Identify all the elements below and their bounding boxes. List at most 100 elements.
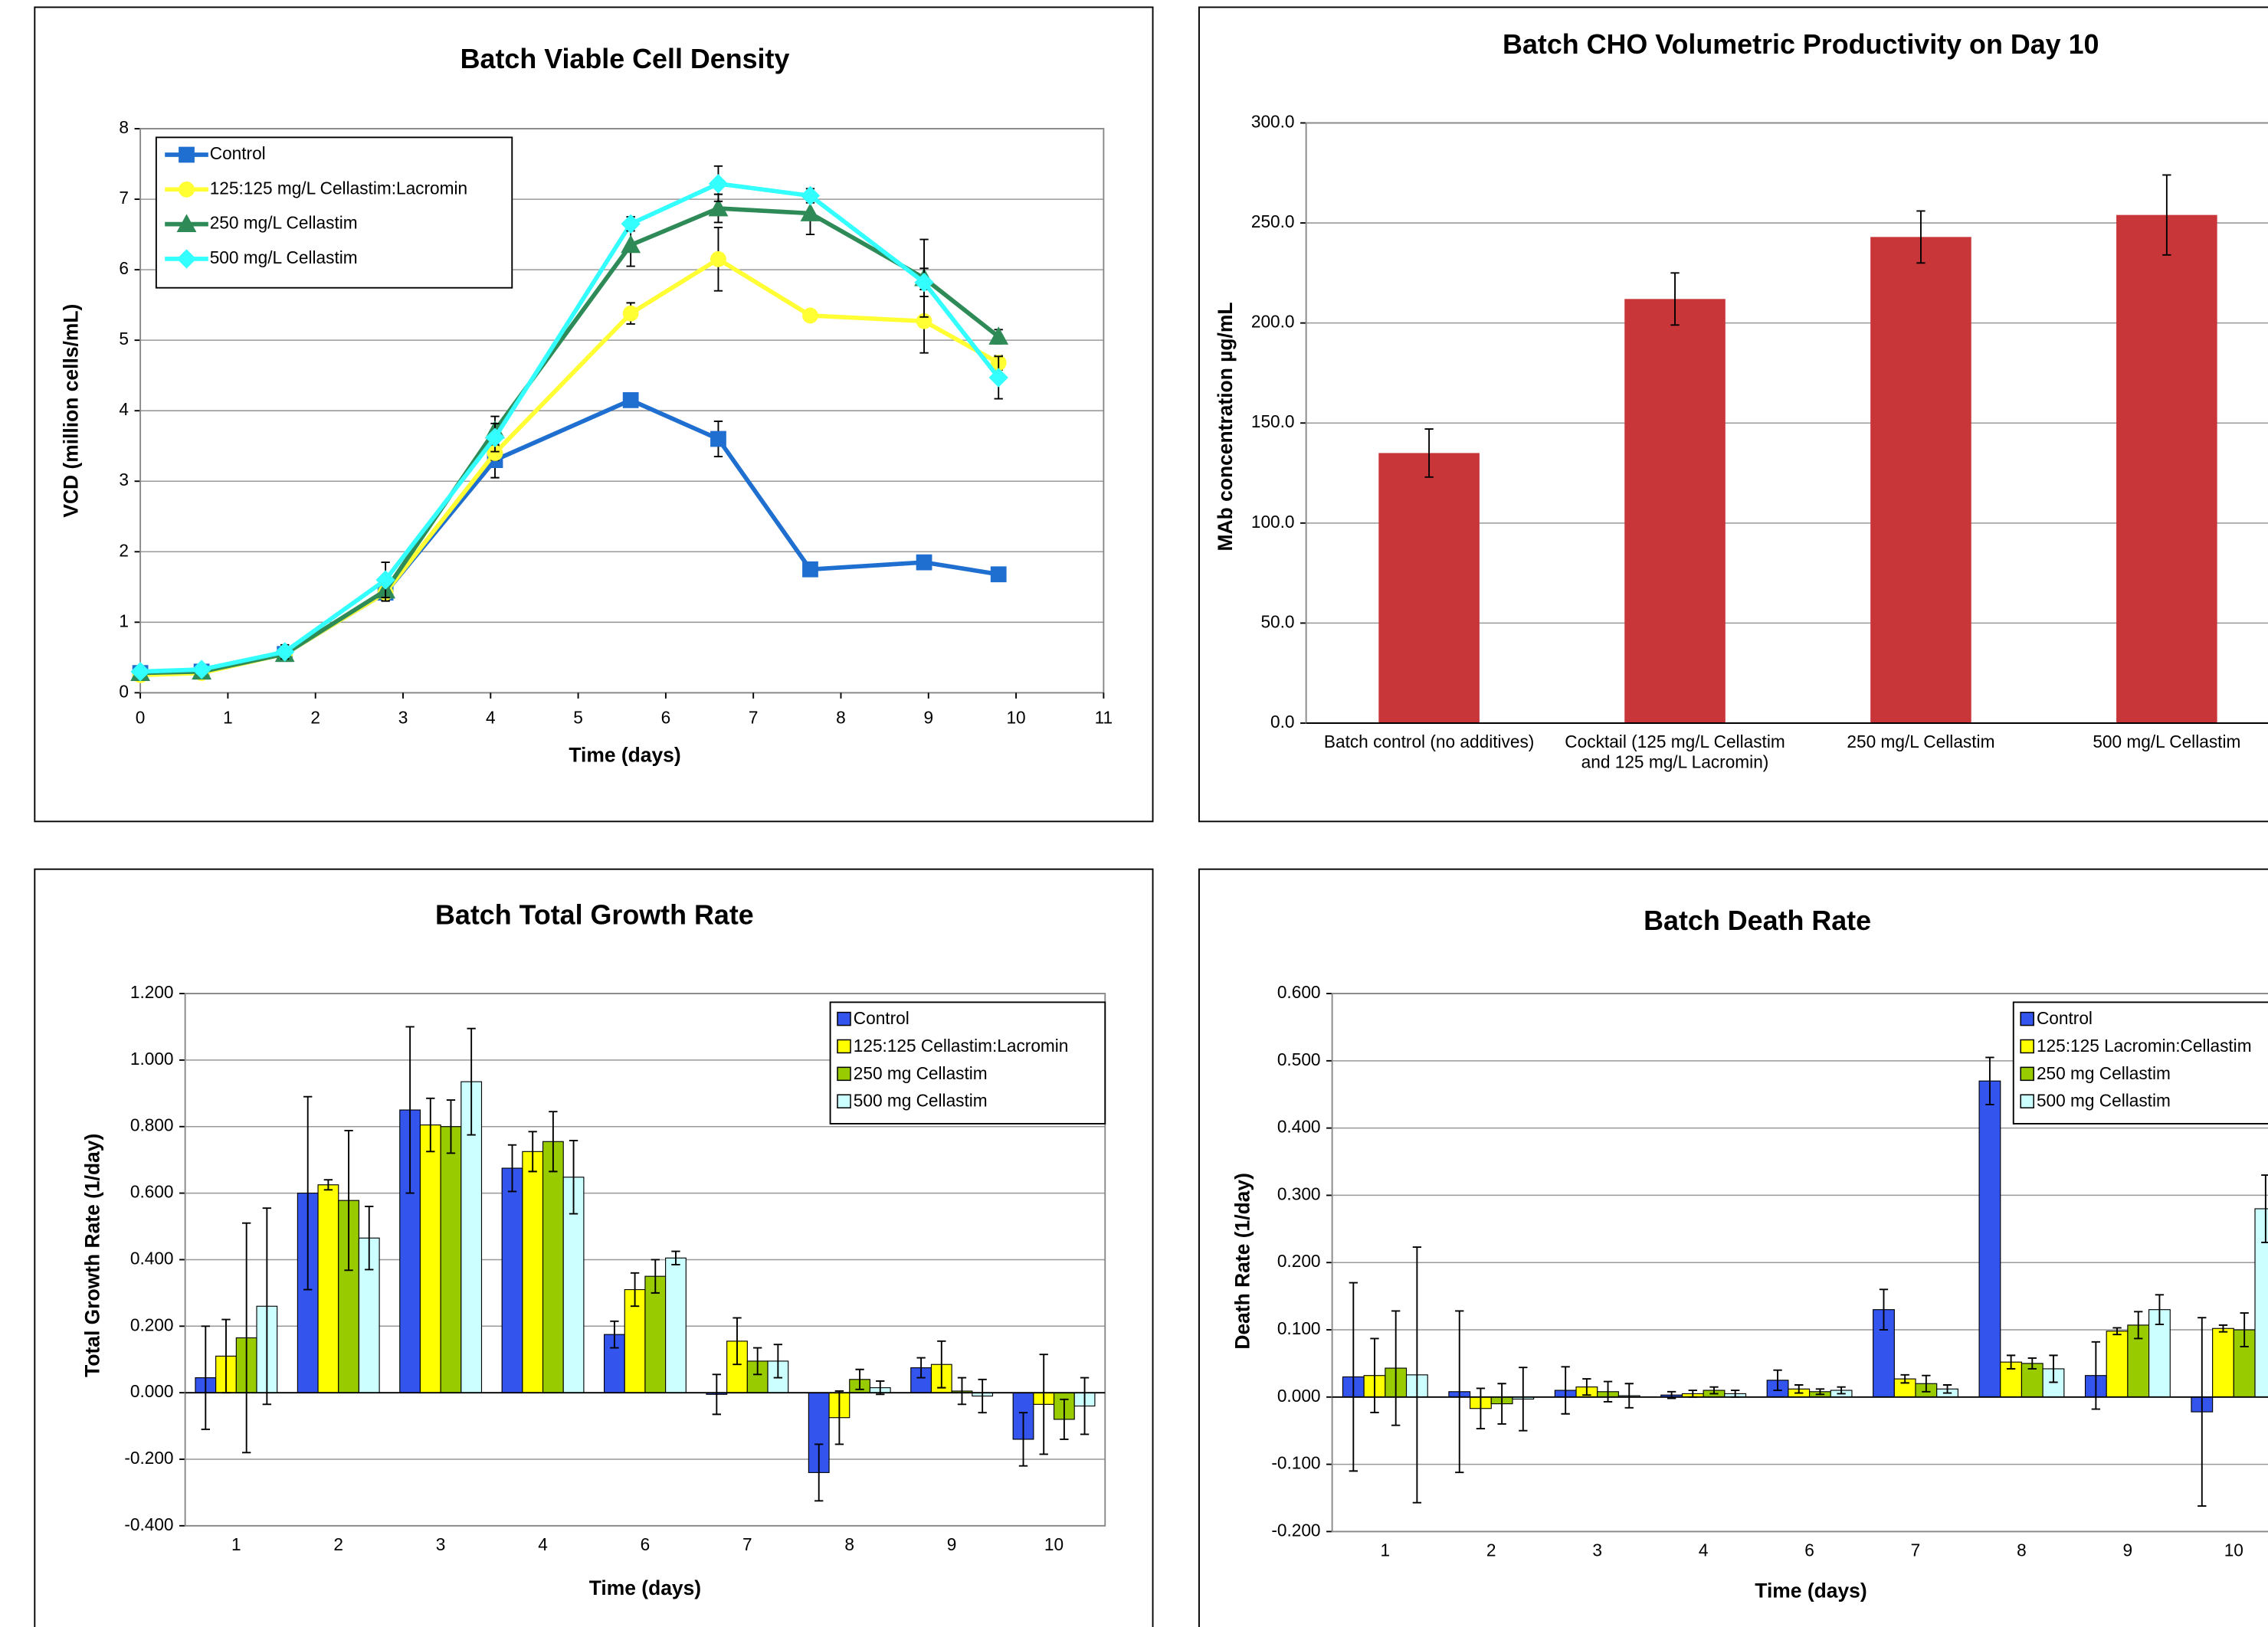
- bar: [2212, 1327, 2234, 1398]
- y-tick-label: 0.000: [1277, 1386, 1321, 1406]
- error-bar: [2198, 1317, 2207, 1507]
- x-tick-label: Batch control (no additives): [1323, 732, 1535, 752]
- error-bar: [1370, 1337, 1379, 1413]
- bar: [2106, 1331, 2129, 1398]
- legend-label: 500 mg/L Cellastim: [210, 247, 358, 267]
- error-bar: [2240, 1312, 2249, 1347]
- marker: [800, 185, 821, 206]
- plot-frame: [184, 993, 1106, 1527]
- x-axis-label: Time (days): [1755, 1580, 1867, 1602]
- y-tick-label: 8: [119, 117, 129, 137]
- x-tick-label-box: 4: [1699, 1540, 1709, 1560]
- x-tick-label: 8: [2017, 1540, 2027, 1561]
- error-bar: [1709, 1386, 1719, 1395]
- x-tick-label: 250 mg/L Cellastim: [1847, 732, 1995, 752]
- y-axis-label: Total Growth Rate (1/day): [81, 1134, 104, 1377]
- legend-box: [155, 136, 513, 289]
- y-tick-label: 0.400: [130, 1248, 174, 1268]
- bar: [1870, 237, 1971, 723]
- x-tick-label: 2: [333, 1534, 344, 1555]
- x-tick-label: 5: [573, 707, 583, 727]
- x-tick-label-box: 1: [1381, 1540, 1391, 1560]
- x-tick-label: 10: [1006, 707, 1025, 727]
- chart-panel: Batch Death Rate Death Rate (1/day) Time (…: [1198, 868, 2268, 1627]
- y-tick-label: 0.100: [1277, 1318, 1321, 1338]
- legend-label: 125:125 mg/L Cellastim:Lacromin: [210, 178, 467, 198]
- legend-swatch: [837, 1094, 851, 1108]
- y-tick-label: 7: [119, 188, 129, 208]
- y-tick-label: -0.400: [124, 1514, 173, 1534]
- y-tick-label: 0.600: [1277, 982, 1321, 1002]
- error-bar: [1942, 1384, 1952, 1394]
- marker: [621, 234, 641, 254]
- plot-frame: [139, 128, 1105, 694]
- x-tick-label: 6: [640, 1534, 651, 1555]
- marker: [708, 198, 729, 217]
- series-line: [140, 181, 1001, 674]
- error-bar: [671, 1250, 680, 1265]
- marker: [988, 326, 1009, 345]
- error-bar: [1519, 1367, 1528, 1432]
- legend-label: 250 mg Cellastim: [854, 1063, 988, 1083]
- error-bar: [1412, 1246, 1422, 1504]
- error-bar: [712, 1373, 721, 1416]
- error-bar: [303, 1095, 313, 1291]
- error-bar: [2049, 1354, 2058, 1383]
- y-tick-label: 6: [119, 258, 129, 278]
- legend-label: 125:125 Lacromin:Cellastim: [2037, 1036, 2252, 1056]
- legend-swatch: [2020, 1039, 2034, 1054]
- legend-swatch: [837, 1039, 851, 1054]
- error-bar: [773, 1344, 783, 1379]
- y-tick-label: 2: [119, 540, 129, 560]
- marker: [621, 214, 641, 234]
- legend-swatch: [837, 1011, 851, 1026]
- bar: [1378, 453, 1480, 723]
- error-bar: [1670, 272, 1680, 326]
- error-bar: [2006, 1354, 2016, 1370]
- bar: [644, 1275, 667, 1393]
- bar: [542, 1141, 564, 1393]
- error-bar: [1900, 1373, 1909, 1384]
- error-bar: [630, 1272, 640, 1308]
- y-tick-label: -0.100: [1271, 1453, 1320, 1473]
- x-tick-label: Cocktail (125 mg/L Cellastim and 125 mg/…: [1565, 732, 1785, 773]
- legend-box: [829, 1001, 1106, 1124]
- error-bar: [651, 1259, 660, 1294]
- error-bar: [344, 1130, 353, 1272]
- x-tick-label-box: 7: [742, 1534, 752, 1554]
- y-tick-label: 1: [119, 611, 129, 630]
- y-tick-label: 150.0: [1251, 411, 1295, 431]
- legend-label: 250 mg/L Cellastim: [210, 213, 358, 233]
- x-tick-label: 3: [435, 1534, 446, 1555]
- marker: [622, 305, 639, 322]
- y-tick-label: 300.0: [1251, 111, 1295, 131]
- x-tick-label-box: 8: [844, 1534, 854, 1554]
- x-tick-label-box: 3: [435, 1534, 446, 1555]
- y-tick-label: 0.400: [1277, 1117, 1321, 1137]
- bar: [1624, 299, 1726, 724]
- error-bar: [1080, 1377, 1090, 1435]
- marker: [800, 203, 821, 221]
- x-tick-label: 11: [1095, 707, 1113, 727]
- y-tick-label: -0.200: [1271, 1520, 1320, 1540]
- x-axis-label: Time (days): [589, 1576, 701, 1599]
- bar: [419, 1124, 441, 1393]
- error-bar: [2112, 1327, 2122, 1336]
- marker: [802, 307, 818, 324]
- bar: [1978, 1080, 2001, 1398]
- error-bar: [733, 1317, 742, 1366]
- y-tick-label: 0.0: [1270, 712, 1294, 732]
- x-tick-label-box: 1: [231, 1534, 241, 1554]
- error-bar: [1916, 210, 1926, 264]
- error-bar: [814, 1443, 824, 1502]
- x-tick-label-box: 4: [538, 1534, 548, 1555]
- error-bar: [2218, 1324, 2228, 1333]
- legend-label: Control: [2037, 1008, 2093, 1028]
- marker: [710, 430, 726, 447]
- error-bar: [405, 1026, 415, 1194]
- marker: [802, 561, 818, 578]
- x-tick-label: 4: [538, 1534, 548, 1555]
- x-tick-label: 2: [1486, 1540, 1496, 1561]
- error-bar: [1582, 1378, 1591, 1396]
